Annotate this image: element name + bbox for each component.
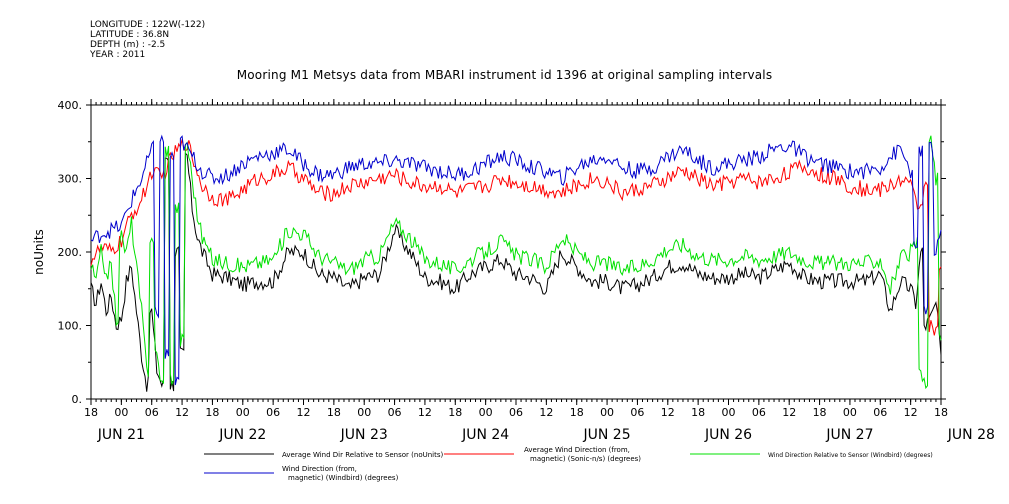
latitude-text: LATITUDE : 36.8N bbox=[90, 30, 170, 40]
x-tick-label: 18 bbox=[691, 406, 705, 419]
legend-label-blue-2: magnetic) (Windbird) (degrees) bbox=[288, 474, 399, 482]
y-axis-label: noUnits bbox=[32, 229, 46, 275]
x-tick-label: 06 bbox=[752, 406, 766, 419]
x-tick-label: 18 bbox=[205, 406, 219, 419]
year-text: YEAR : 2011 bbox=[90, 50, 146, 60]
x-tick-label: 00 bbox=[600, 406, 614, 419]
x-day-label: JUN 23 bbox=[340, 427, 388, 443]
x-tick-label: 18 bbox=[448, 406, 462, 419]
x-tick-label: 12 bbox=[418, 406, 432, 419]
x-day-label: JUN 28 bbox=[947, 427, 995, 443]
x-tick-label: 00 bbox=[722, 406, 736, 419]
metadata-block: LONGITUDE : 122W(-122) LATITUDE : 36.8N … bbox=[90, 20, 205, 60]
y-tick-label: 400. bbox=[58, 99, 83, 112]
x-day-label: JUN 22 bbox=[218, 427, 266, 443]
x-tick-label: 12 bbox=[661, 406, 675, 419]
x-day-label: JUN 24 bbox=[461, 427, 509, 443]
x-tick-label: 18 bbox=[570, 406, 584, 419]
legend-label-red-2: magnetic) (Sonic-n/s) (degrees) bbox=[530, 455, 641, 463]
x-tick-label: 06 bbox=[873, 406, 887, 419]
plot-lines bbox=[90, 134, 942, 392]
y-tick-label: 0. bbox=[72, 393, 83, 406]
x-day-label: JUN 21 bbox=[97, 427, 145, 443]
axes: 0. 100. 200. 300. 400. 18 00 06 12 18 00 06 12 18 00 06… bbox=[58, 99, 995, 443]
x-tick-label: 06 bbox=[509, 406, 523, 419]
x-day-label: JUN 26 bbox=[704, 427, 752, 443]
y-tick-label: 100. bbox=[58, 320, 83, 333]
x-tick-label: 12 bbox=[297, 406, 311, 419]
legend-label-red-1: Average Wind Direction (from, bbox=[524, 446, 630, 454]
y-tick-label: 300. bbox=[58, 173, 83, 186]
legend-label-green: Wind Direction Relative to Sensor (Windb… bbox=[768, 452, 933, 459]
x-tick-label: 12 bbox=[539, 406, 553, 419]
longitude-text: LONGITUDE : 122W(-122) bbox=[90, 20, 206, 30]
x-tick-label: 06 bbox=[266, 406, 280, 419]
x-tick-label: 06 bbox=[388, 406, 402, 419]
x-tick-label: 18 bbox=[934, 406, 948, 419]
x-tick-label: 00 bbox=[236, 406, 250, 419]
x-tick-label: 12 bbox=[904, 406, 918, 419]
series-line-2 bbox=[90, 135, 942, 390]
x-tick-label: 18 bbox=[84, 406, 98, 419]
x-day-label: JUN 27 bbox=[825, 427, 873, 443]
x-tick-label: 06 bbox=[630, 406, 644, 419]
plot-frame bbox=[90, 104, 942, 400]
x-tick-label: 00 bbox=[114, 406, 128, 419]
y-tick-label: 200. bbox=[58, 246, 83, 259]
series-line-3 bbox=[90, 134, 942, 386]
x-tick-label: 00 bbox=[843, 406, 857, 419]
x-tick-label: 00 bbox=[357, 406, 371, 419]
x-tick-label: 18 bbox=[327, 406, 341, 419]
series-line-1 bbox=[90, 139, 942, 336]
series-line-0 bbox=[90, 152, 942, 392]
chart-title: Mooring M1 Metsys data from MBARI instru… bbox=[236, 68, 773, 82]
x-tick-label: 00 bbox=[479, 406, 493, 419]
legend: Average Wind Dir Relative to Sensor (noU… bbox=[204, 446, 933, 482]
x-tick-label: 12 bbox=[782, 406, 796, 419]
x-tick-label: 06 bbox=[145, 406, 159, 419]
legend-label-black: Average Wind Dir Relative to Sensor (noU… bbox=[282, 451, 443, 459]
x-tick-label: 18 bbox=[813, 406, 827, 419]
x-tick-label: 12 bbox=[175, 406, 189, 419]
depth-text: DEPTH (m) : -2.5 bbox=[90, 40, 166, 50]
x-day-label: JUN 25 bbox=[583, 427, 631, 443]
legend-label-blue-1: Wind Direction (from, bbox=[282, 465, 357, 473]
